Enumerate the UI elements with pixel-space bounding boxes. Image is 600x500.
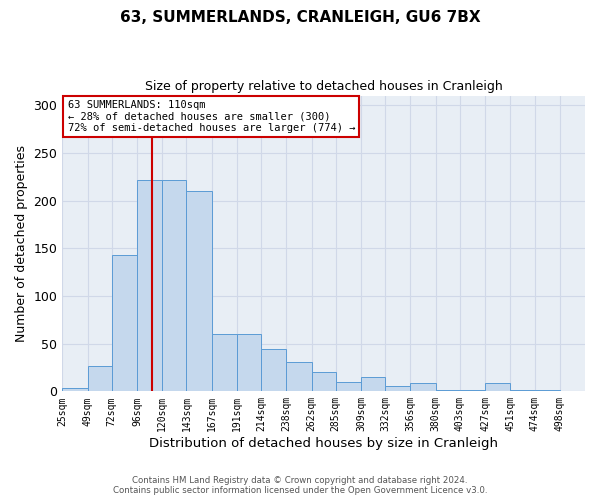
Bar [410,382,436,392]
Title: Size of property relative to detached houses in Cranleigh: Size of property relative to detached ho… [145,80,503,93]
Text: Contains HM Land Registry data © Crown copyright and database right 2024.
Contai: Contains HM Land Registry data © Crown c… [113,476,487,495]
Bar [261,350,286,392]
Bar [485,382,511,392]
Bar [535,390,560,392]
Text: 63, SUMMERLANDS, CRANLEIGH, GU6 7BX: 63, SUMMERLANDS, CRANLEIGH, GU6 7BX [119,10,481,25]
Bar [511,390,535,392]
Bar [311,372,336,392]
Y-axis label: Number of detached properties: Number of detached properties [15,145,28,342]
Bar [62,388,88,392]
Bar [212,334,237,392]
Bar [460,390,485,392]
Bar [112,255,137,392]
Bar [336,382,361,392]
Bar [187,191,212,392]
Text: 63 SUMMERLANDS: 110sqm
← 28% of detached houses are smaller (300)
72% of semi-de: 63 SUMMERLANDS: 110sqm ← 28% of detached… [68,100,355,133]
Bar [361,377,385,392]
Bar [237,334,261,392]
Bar [88,366,112,392]
Bar [385,386,410,392]
Bar [162,180,187,392]
Bar [286,362,311,392]
Bar [436,390,460,392]
X-axis label: Distribution of detached houses by size in Cranleigh: Distribution of detached houses by size … [149,437,498,450]
Bar [137,180,162,392]
